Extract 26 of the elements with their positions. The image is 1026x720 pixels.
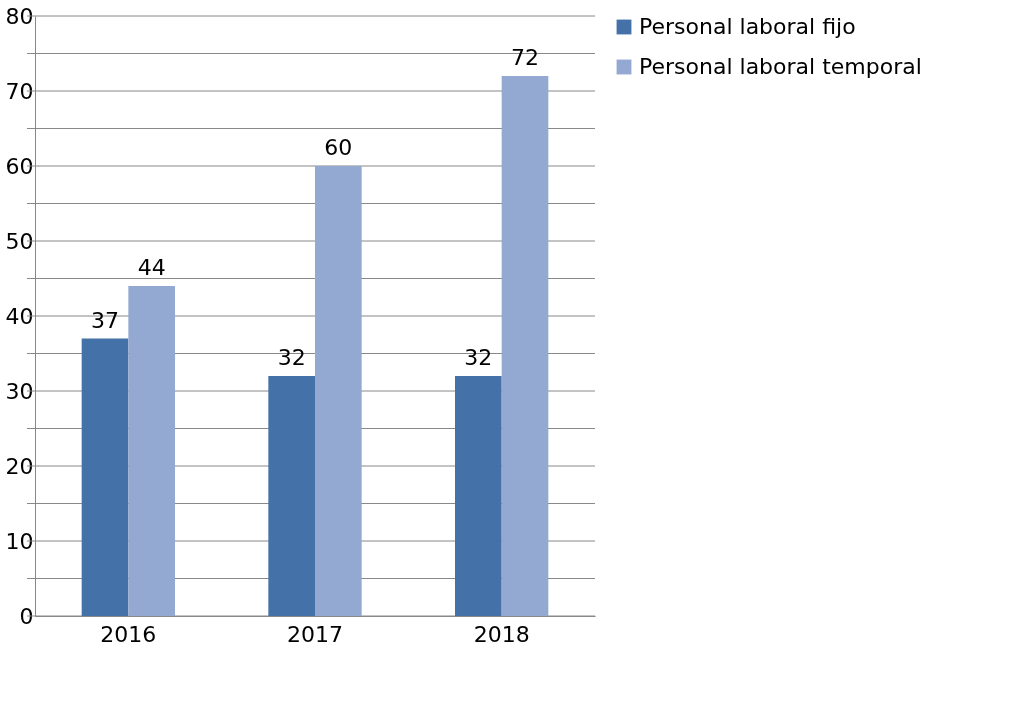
- bar: [315, 166, 362, 616]
- data-label: 32: [464, 345, 493, 370]
- y-tick-label: 0: [19, 603, 34, 629]
- bar: [268, 376, 315, 616]
- y-tick-label: 10: [5, 528, 34, 554]
- x-tick-label: 2017: [287, 621, 343, 647]
- x-tick-label: 2016: [100, 621, 157, 647]
- y-tick-label: 70: [5, 78, 34, 104]
- y-tick-label: 30: [5, 378, 34, 404]
- y-tick-label: 50: [5, 228, 34, 254]
- x-tick-label: 2018: [473, 621, 530, 647]
- data-label: 60: [324, 135, 353, 160]
- y-tick-label: 40: [5, 303, 34, 329]
- bar: [128, 286, 175, 616]
- bar: [81, 338, 129, 616]
- data-label: 37: [91, 307, 119, 333]
- bar: [455, 376, 502, 616]
- data-label: 32: [277, 345, 306, 370]
- data-label: 44: [137, 255, 166, 280]
- bar: [501, 76, 549, 616]
- y-tick-label: 60: [5, 153, 34, 179]
- data-label: 72: [511, 45, 539, 70]
- legend-label: Personal laboral temporal: [639, 54, 922, 79]
- legend-label: Personal laboral fijo: [639, 14, 856, 39]
- y-tick-label: 80: [5, 3, 34, 29]
- y-tick-label: 20: [5, 453, 34, 479]
